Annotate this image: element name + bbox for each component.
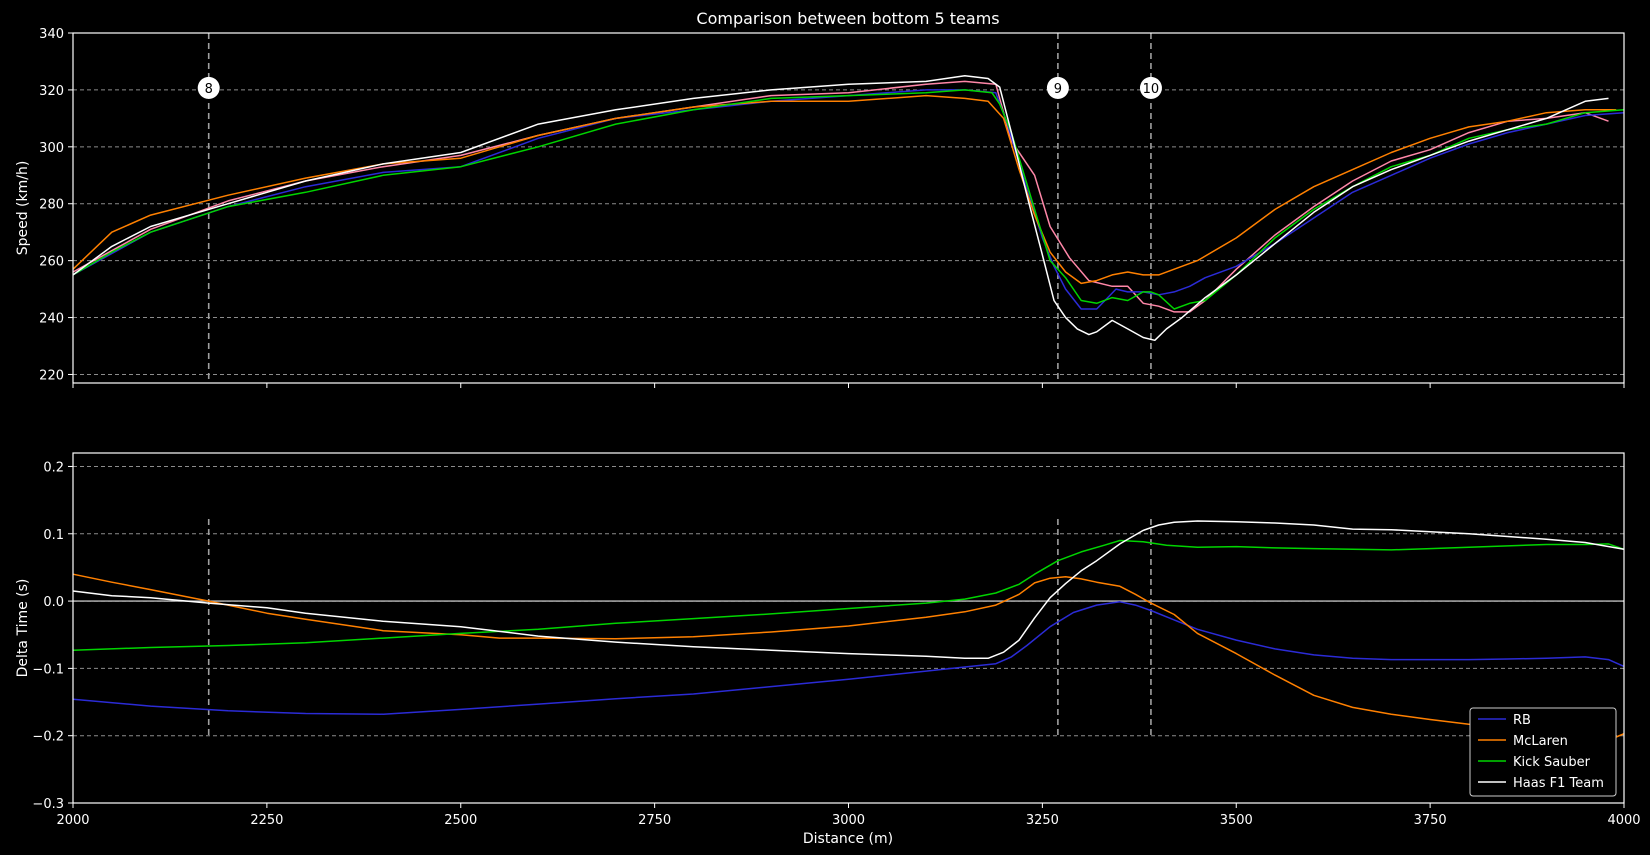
corner-marker bbox=[197, 76, 220, 99]
legend-label: Kick Sauber bbox=[1513, 755, 1591, 770]
y-tick-label: 0.1 bbox=[43, 528, 64, 543]
x-tick-label: 2000 bbox=[56, 813, 89, 828]
y-tick-label: 340 bbox=[39, 27, 64, 42]
x-tick-label: 2250 bbox=[250, 813, 283, 828]
series-line-mclaren bbox=[72, 573, 1625, 738]
legend-label: RB bbox=[1513, 713, 1531, 728]
series-line-haas-f1-team bbox=[72, 520, 1625, 660]
y-tick-label: 300 bbox=[39, 141, 64, 156]
legend-label: McLaren bbox=[1513, 734, 1568, 749]
x-tick-label: 4000 bbox=[1607, 813, 1640, 828]
series-line-kick-sauber bbox=[72, 539, 1625, 651]
series-line-haas-f1-team bbox=[72, 74, 1609, 342]
axes-frame bbox=[72, 32, 1625, 384]
axes-frame bbox=[72, 452, 1625, 804]
corner-marker bbox=[1046, 76, 1069, 99]
corner-label: 8 bbox=[205, 82, 213, 97]
corner-marker bbox=[1139, 76, 1162, 99]
y-tick-label: 280 bbox=[39, 198, 64, 213]
y-tick-label: 0.2 bbox=[43, 460, 64, 475]
y-tick-label: 240 bbox=[39, 312, 64, 327]
series-line-rb bbox=[72, 601, 1625, 715]
y-tick-label: −0.2 bbox=[32, 730, 64, 745]
x-tick-label: 2500 bbox=[444, 813, 477, 828]
legend: RB McLaren Kick Sauber Haas F1 Team bbox=[1469, 707, 1617, 797]
x-tick-label: 3250 bbox=[1026, 813, 1059, 828]
y-tick-label: −0.1 bbox=[32, 662, 64, 677]
x-tick-label: 3000 bbox=[832, 813, 865, 828]
x-axis-label: Distance (m) bbox=[803, 831, 893, 847]
series-line-mclaren bbox=[72, 94, 1617, 285]
y-tick-label: 260 bbox=[39, 255, 64, 270]
y-tick-label: 0.0 bbox=[43, 595, 64, 610]
y-tick-label: −0.3 bbox=[32, 797, 64, 812]
series-line-kick-sauber bbox=[72, 89, 1625, 310]
corner-label: 10 bbox=[1143, 82, 1160, 97]
legend-box bbox=[1469, 707, 1617, 797]
series-line-rb bbox=[72, 89, 1625, 310]
y-axis-label: Delta Time (s) bbox=[15, 579, 31, 678]
x-tick-label: 3750 bbox=[1414, 813, 1447, 828]
legend-label: Haas F1 Team bbox=[1513, 776, 1604, 791]
corner-label: 9 bbox=[1054, 82, 1062, 97]
delta-panel: −0.3 −0.2 −0.1 0.0 0.1 0.2 2000 2250 2500 2750 300… bbox=[15, 452, 1641, 828]
chart-title: Comparison between bottom 5 teams bbox=[696, 9, 999, 28]
y-axis-label: Speed (km/h) bbox=[15, 161, 31, 256]
y-tick-label: 220 bbox=[39, 368, 64, 383]
speed-panel: 220 240 260 280 300 320 340 8 9 10 Speed (km/h) bbox=[15, 27, 1625, 388]
y-tick-label: 320 bbox=[39, 84, 64, 99]
x-tick-label: 2750 bbox=[638, 813, 671, 828]
x-tick-label: 3500 bbox=[1220, 813, 1253, 828]
